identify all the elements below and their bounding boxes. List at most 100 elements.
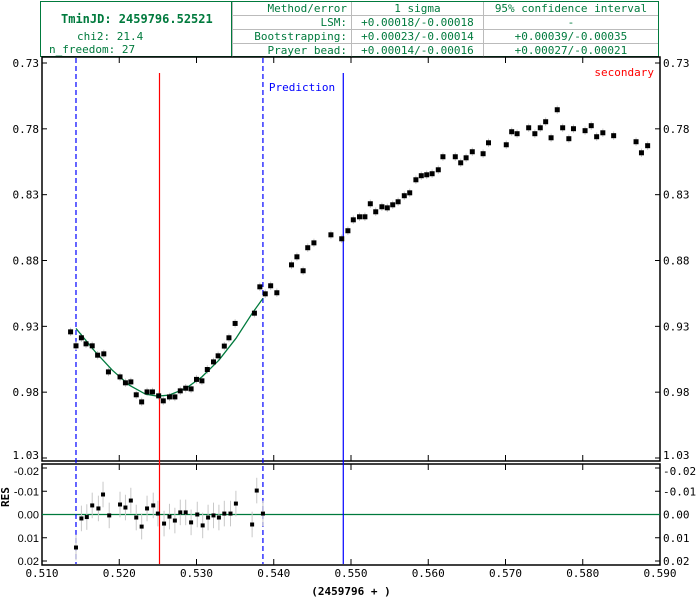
- residual-point: [178, 510, 183, 515]
- residual-point: [145, 506, 150, 511]
- data-point: [537, 125, 543, 131]
- y-tick-label-right: 0.78: [663, 123, 690, 136]
- residual-point: [128, 498, 133, 503]
- residual-point: [189, 520, 194, 525]
- residual-point: [90, 503, 95, 508]
- data-point: [128, 379, 134, 385]
- residual-point: [233, 501, 238, 506]
- data-point: [156, 393, 162, 399]
- y-tick-label-left: 0.83: [13, 189, 40, 202]
- y-tick-label-left: 0.73: [13, 57, 40, 70]
- sigma-cell: +0.00014/-0.00016: [351, 43, 484, 57]
- residual-point: [84, 515, 89, 520]
- res-tick-label-right: -0.01: [663, 485, 696, 498]
- data-point: [204, 367, 210, 373]
- residual-point: [134, 515, 139, 520]
- res-tick-label-left: -0.01: [14, 486, 39, 498]
- residual-point: [250, 522, 255, 527]
- residual-point: [211, 513, 216, 518]
- data-point: [435, 167, 441, 173]
- residual-point: [260, 511, 265, 516]
- main-plot-frame: [41, 56, 661, 462]
- data-point: [390, 202, 396, 208]
- y-tick-label-right: 0.88: [663, 255, 690, 268]
- res-tick-label-right: -0.02: [663, 465, 696, 478]
- data-point: [188, 386, 194, 392]
- y-tick-label-left: 1.03: [13, 449, 40, 462]
- data-point: [68, 329, 74, 335]
- data-point: [611, 133, 617, 139]
- res-tick-label-right: 0.00: [663, 509, 690, 522]
- data-point: [379, 204, 385, 210]
- data-point: [251, 310, 257, 316]
- data-point: [133, 392, 139, 398]
- data-point: [503, 142, 509, 148]
- data-point: [440, 154, 446, 160]
- residual-point: [222, 511, 227, 516]
- data-point: [89, 343, 95, 349]
- data-point: [215, 353, 221, 359]
- data-point: [289, 262, 295, 268]
- residual-point: [206, 515, 211, 520]
- data-point: [560, 125, 566, 131]
- data-point: [183, 385, 189, 391]
- nfreedom-label: n_freedom: 27: [49, 43, 136, 56]
- residual-point: [123, 505, 128, 510]
- x-tick-label: 0.550: [334, 567, 367, 580]
- sigma-cell: +0.00023/-0.00014: [351, 29, 484, 44]
- data-point: [588, 123, 594, 129]
- residual-point: [155, 511, 160, 516]
- data-point: [122, 380, 128, 386]
- y-tick-label-left: 0.78: [13, 123, 40, 136]
- fit-summary-panel: TminJD: 2459796.52521 chi2: 21.4 n_freed…: [40, 1, 659, 57]
- data-point: [600, 130, 606, 136]
- residual-axis-label: RES: [0, 487, 12, 507]
- data-point: [73, 343, 79, 349]
- ci-cell: +0.00027/-0.00021: [482, 43, 658, 57]
- res-tick-label-left: -0.02: [14, 466, 39, 478]
- residual-point: [96, 506, 101, 511]
- data-point: [532, 131, 538, 137]
- data-point: [509, 129, 515, 135]
- data-point: [480, 151, 486, 157]
- res-tick-label-left: 0.02: [18, 556, 39, 568]
- data-point: [463, 155, 469, 161]
- data-point: [514, 131, 520, 137]
- data-point: [257, 284, 263, 290]
- x-tick-label: 0.530: [180, 567, 213, 580]
- residual-point: [172, 518, 177, 523]
- residual-point: [195, 512, 200, 517]
- x-tick-label: 0.520: [103, 567, 136, 580]
- data-point: [407, 190, 413, 196]
- x-tick-label: 0.560: [412, 567, 445, 580]
- x-axis-label: (2459796 + ): [311, 585, 390, 598]
- y-tick-label-right: 0.73: [663, 57, 690, 70]
- data-point: [78, 335, 84, 341]
- data-point: [166, 394, 172, 400]
- column-header: 95% confidence interval: [482, 2, 658, 16]
- tmin-label: TminJD: 2459796.52521: [61, 12, 213, 26]
- data-point: [105, 369, 111, 375]
- data-point: [294, 254, 300, 260]
- data-point: [300, 268, 306, 274]
- residual-point: [101, 492, 106, 497]
- prediction-label: Prediction: [269, 81, 335, 94]
- data-point: [144, 389, 150, 395]
- y-tick-label-right: 0.83: [663, 189, 690, 202]
- data-point: [543, 119, 549, 125]
- model-fit-curve: [75, 298, 264, 397]
- data-point: [160, 398, 166, 404]
- secondary-label: secondary: [594, 66, 654, 79]
- data-point: [566, 136, 572, 142]
- data-point: [429, 171, 435, 177]
- ci-cell: -: [482, 15, 658, 30]
- error-table: Method/error 1 sigma 95% confidence inte…: [232, 2, 658, 57]
- residual-point: [228, 511, 233, 516]
- data-point: [570, 126, 576, 132]
- res-tick-label-left: 0.01: [18, 533, 39, 545]
- y-tick-label-right: 0.98: [663, 386, 690, 399]
- data-point: [328, 232, 334, 238]
- method-cell: Prayer bead:: [232, 43, 352, 57]
- error-table-header: Method/error 1 sigma 95% confidence inte…: [232, 2, 658, 16]
- data-point: [395, 199, 401, 205]
